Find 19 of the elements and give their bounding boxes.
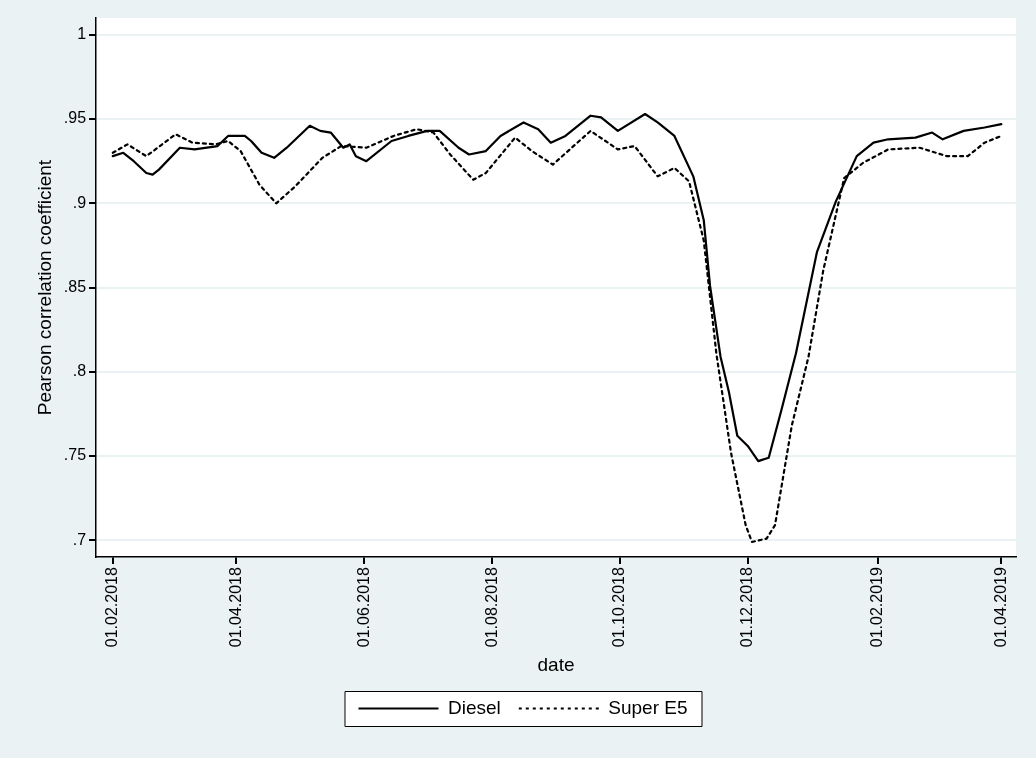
y-axis-title: Pearson correlation coefficient xyxy=(33,159,55,416)
x-tick-label: 01.08.2018 xyxy=(482,567,500,648)
x-tick-label: 01.10.2018 xyxy=(610,567,628,648)
x-tick-label: 01.02.2018 xyxy=(103,567,121,648)
x-tick-label: 01.04.2018 xyxy=(226,567,244,648)
x-tick-label: 01.02.2019 xyxy=(868,567,886,648)
x-tick-label: 01.12.2018 xyxy=(738,567,756,648)
x-tick-label: 01.06.2018 xyxy=(354,567,372,648)
y-tick-label: 1 xyxy=(77,25,87,43)
legend-label: Super E5 xyxy=(608,696,688,718)
y-tick-label: .8 xyxy=(72,362,87,380)
y-tick-label: .75 xyxy=(63,446,87,464)
legend-label: Diesel xyxy=(447,696,501,718)
x-tick-label: 01.04.2019 xyxy=(991,567,1009,648)
y-tick-label: .9 xyxy=(72,193,87,211)
y-tick-label: .7 xyxy=(72,530,87,548)
y-tick-label: .95 xyxy=(63,109,87,127)
x-axis-title: date xyxy=(537,653,575,675)
y-tick-label: .85 xyxy=(63,277,87,295)
